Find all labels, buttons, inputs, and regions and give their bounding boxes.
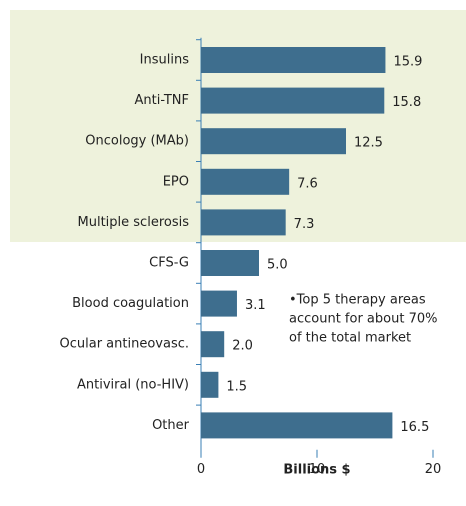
y-tick-label: Blood coagulation bbox=[72, 296, 189, 311]
y-tick-label: Ocular antineovasc. bbox=[60, 337, 190, 352]
annotation: account for about 70% bbox=[289, 312, 437, 327]
bar bbox=[201, 168, 290, 195]
y-tick-label: Antiviral (no-HIV) bbox=[77, 377, 189, 392]
bar bbox=[201, 250, 259, 276]
value-label: 7.6 bbox=[297, 176, 318, 191]
x-tick-label: 10 bbox=[309, 462, 326, 477]
y-tick-label: Other bbox=[152, 418, 190, 433]
value-label: 12.5 bbox=[354, 136, 383, 151]
x-tick-label: 20 bbox=[425, 462, 442, 477]
y-tick-label: EPO bbox=[163, 174, 189, 189]
value-label: 1.5 bbox=[226, 379, 247, 394]
value-label: 2.0 bbox=[232, 339, 253, 354]
y-tick-label: Multiple sclerosis bbox=[78, 215, 190, 230]
annotation: •Top 5 therapy areas bbox=[289, 293, 426, 308]
bar bbox=[201, 371, 219, 398]
x-tick-label: 0 bbox=[197, 462, 205, 477]
value-label: 15.8 bbox=[392, 95, 421, 110]
bar bbox=[201, 331, 225, 358]
value-label: 15.9 bbox=[393, 55, 422, 70]
highlight-band bbox=[10, 10, 466, 242]
y-tick-label: Insulins bbox=[140, 53, 190, 68]
bar bbox=[201, 47, 386, 73]
bar bbox=[201, 209, 286, 236]
value-label: 16.5 bbox=[400, 420, 429, 435]
x-axis-label: Billions $ bbox=[283, 463, 350, 478]
y-tick-label: Anti-TNF bbox=[135, 93, 189, 108]
bar bbox=[201, 412, 393, 439]
bar bbox=[201, 128, 346, 155]
annotation: of the total market bbox=[289, 331, 411, 346]
value-label: 5.0 bbox=[267, 258, 288, 273]
value-label: 3.1 bbox=[245, 298, 266, 313]
value-label: 7.3 bbox=[294, 217, 315, 232]
y-tick-label: Oncology (MAb) bbox=[85, 134, 189, 149]
bar bbox=[201, 87, 385, 114]
bar bbox=[201, 290, 237, 317]
y-tick-label: CFS-G bbox=[149, 256, 189, 271]
